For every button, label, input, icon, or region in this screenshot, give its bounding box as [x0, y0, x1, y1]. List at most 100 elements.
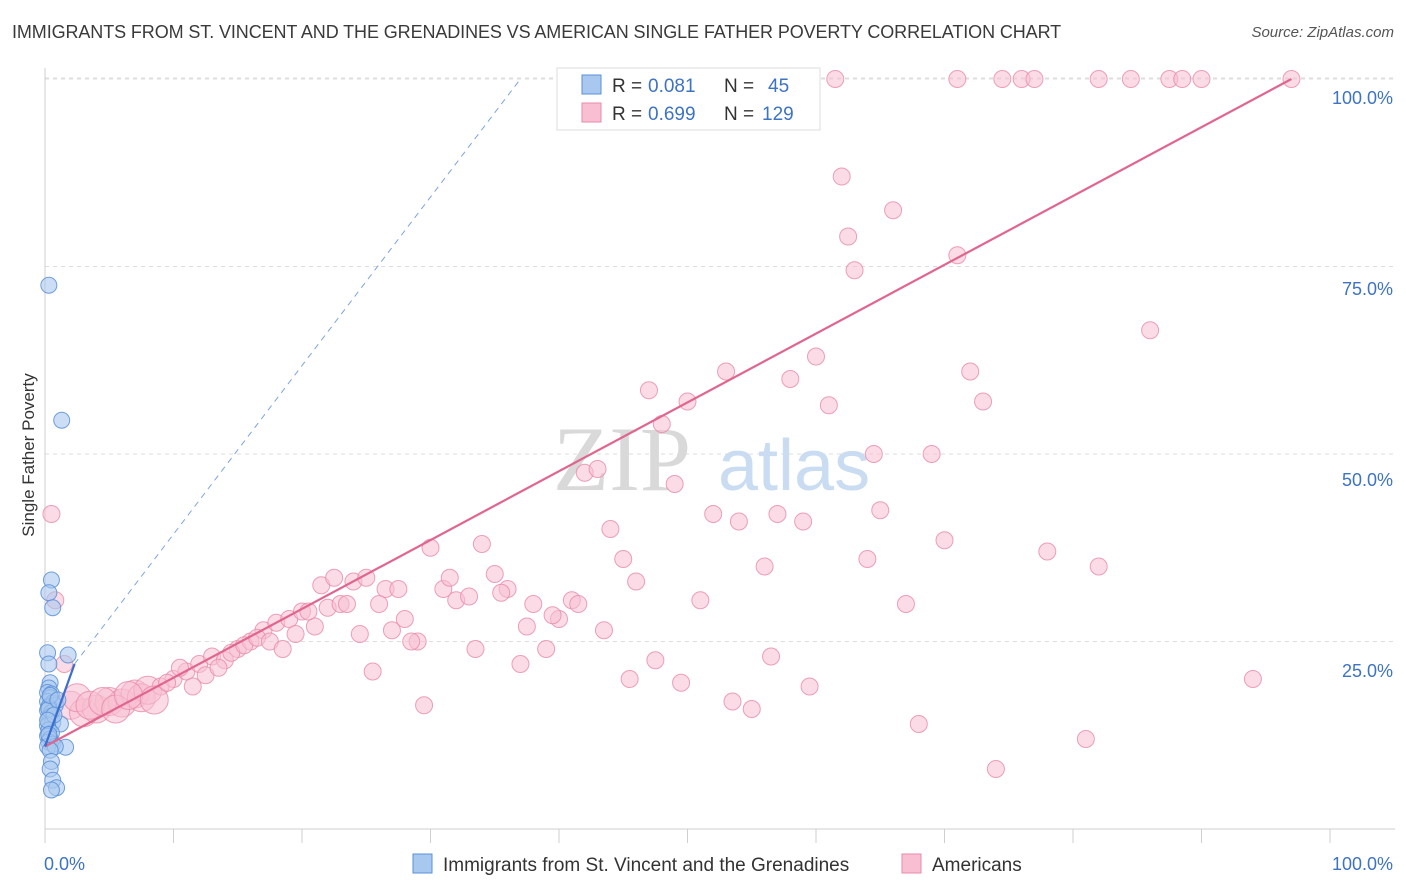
americans-point-125 — [415, 696, 434, 715]
americans-point-56 — [768, 505, 787, 523]
americans-point-90 — [1089, 70, 1108, 88]
y-axis-title: Single Father Poverty — [19, 373, 38, 537]
americans-point-55 — [755, 557, 774, 576]
americans-point-85 — [826, 70, 845, 88]
americans-point-115 — [286, 625, 305, 643]
chart-title: IMMIGRANTS FROM ST. VINCENT AND THE GREN… — [12, 22, 1062, 42]
americans-point-68 — [896, 595, 915, 613]
legend-blue-n-label: N = — [724, 76, 754, 97]
bottom-legend-pink-label: Americans — [932, 855, 1022, 876]
immigrants-point-1 — [53, 411, 71, 429]
americans-point-79 — [1141, 321, 1160, 340]
americans-point-73 — [961, 362, 980, 381]
americans-point-51 — [704, 505, 723, 523]
bottom-legend-blue-label: Immigrants from St. Vincent and the Gren… — [443, 855, 849, 876]
immigrants-trend-line — [43, 663, 76, 747]
americans-point-119 — [337, 595, 356, 613]
americans-point-109 — [209, 658, 228, 677]
y-tick-label-100: 100.0% — [1332, 88, 1393, 108]
americans-point-33 — [472, 535, 491, 553]
americans-point-118 — [325, 568, 344, 587]
americans-point-94 — [1192, 70, 1211, 88]
legend-blue-n-value: 45 — [768, 76, 789, 97]
americans-point-131 — [569, 595, 588, 613]
immigrants-point-4 — [44, 599, 62, 617]
americans-point-58 — [794, 512, 813, 531]
americans-point-133 — [620, 670, 639, 688]
americans-point-45 — [627, 572, 646, 591]
americans-trend-line — [44, 78, 1292, 748]
immigrants-point-7 — [40, 655, 58, 673]
americans-point-44 — [614, 550, 633, 568]
americans-point-87 — [993, 70, 1012, 88]
americans-point-132 — [594, 621, 613, 640]
americans-point-48 — [665, 475, 684, 493]
americans-point-47 — [652, 415, 671, 433]
series-legend: Immigrants from St. Vincent and the Gren… — [412, 853, 1022, 876]
americans-point-42 — [588, 460, 607, 478]
americans-point-60 — [819, 396, 838, 415]
americans-point-114 — [273, 640, 292, 658]
americans-point-96 — [42, 505, 61, 523]
americans-point-78 — [1089, 557, 1108, 576]
trend-lines — [43, 78, 1292, 748]
legend-pink-n-label: N = — [724, 104, 754, 125]
legend-pink-r-label: R = — [612, 104, 642, 125]
americans-point-43 — [601, 520, 620, 538]
americans-point-53 — [729, 512, 748, 531]
americans-point-121 — [363, 662, 382, 681]
americans-point-74 — [974, 392, 993, 411]
bottom-legend-swatch-pink — [901, 853, 922, 874]
americans-point-52 — [717, 362, 736, 381]
americans-point-46 — [639, 381, 658, 400]
americans-point-86 — [948, 70, 967, 88]
y-tick-label-75: 75.0% — [1342, 279, 1393, 299]
immigrants-point-3 — [40, 584, 58, 602]
americans-point-124 — [402, 632, 421, 651]
americans-point-54 — [742, 700, 761, 718]
americans-point-67 — [884, 201, 903, 220]
immigrants-point-38 — [42, 781, 60, 799]
americans-point-64 — [858, 550, 877, 568]
americans-point-75 — [986, 760, 1005, 778]
americans-point-61 — [832, 167, 851, 186]
americans-point-27 — [395, 610, 414, 628]
americans-point-138 — [800, 677, 819, 696]
americans-point-34 — [485, 565, 504, 583]
americans-point-134 — [646, 651, 665, 670]
americans-point-80 — [1243, 670, 1262, 688]
americans-point-127 — [466, 640, 485, 658]
americans-point-89 — [1025, 70, 1044, 88]
americans-point-123 — [389, 580, 408, 598]
americans-point-36 — [511, 655, 530, 673]
watermark: ZIP atlas — [553, 408, 870, 510]
americans-point-71 — [935, 531, 954, 550]
americans-point-59 — [807, 347, 825, 366]
legend-swatch-blue — [581, 74, 602, 95]
grid-lines — [45, 77, 1395, 642]
legend-pink-n-value: 129 — [762, 104, 794, 125]
americans-point-128 — [492, 583, 511, 602]
americans-point-129 — [517, 617, 536, 636]
americans-point-76 — [1038, 542, 1057, 561]
americans-point-25 — [370, 595, 389, 613]
x-tick-label-100: 100.0% — [1332, 854, 1393, 874]
bottom-legend-swatch-blue — [412, 853, 433, 874]
americans-point-70 — [922, 445, 941, 463]
americans-point-32 — [460, 587, 479, 606]
americans-point-50 — [691, 591, 710, 610]
americans-point-126 — [440, 568, 459, 587]
americans-point-37 — [524, 595, 543, 613]
legend-pink-r-value: 0.699 — [648, 104, 696, 125]
americans-point-66 — [871, 501, 890, 520]
x-tick-label-0: 0.0% — [44, 854, 85, 874]
americans-point-77 — [1076, 730, 1095, 748]
americans-point-65 — [864, 445, 883, 463]
americans-point-62 — [839, 227, 858, 246]
americans-point-137 — [762, 647, 781, 666]
americans-point-57 — [781, 370, 800, 388]
legend-blue-r-label: R = — [612, 76, 642, 97]
americans-point-26 — [382, 621, 401, 640]
source-credit: Source: ZipAtlas.com — [1251, 24, 1394, 41]
